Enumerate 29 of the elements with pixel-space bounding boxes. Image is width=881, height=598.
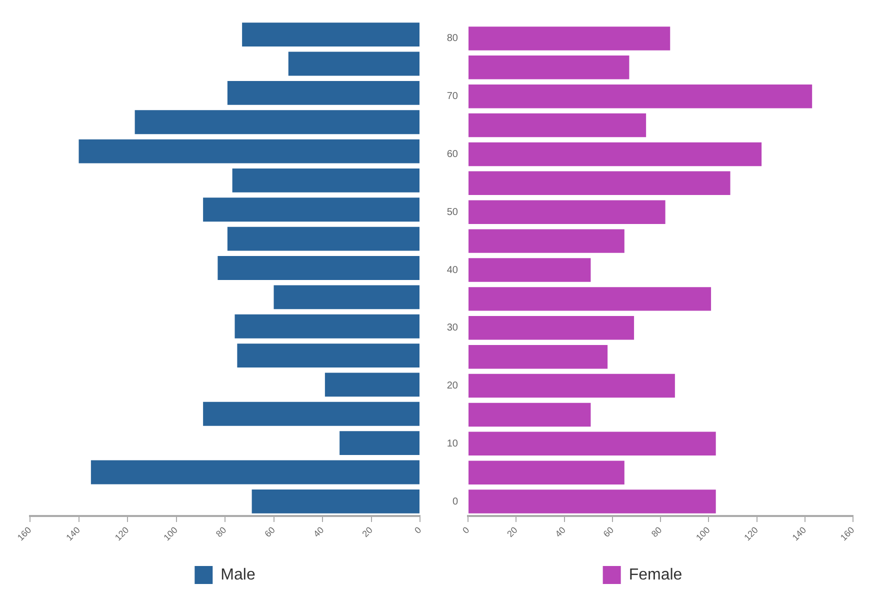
y-tick-label: 80 [446,33,458,44]
y-tick-label: 40 [446,264,458,276]
x-tick-label: 140 [64,524,82,543]
y-tick-label: 20 [446,380,458,392]
y-tick-label: 50 [446,206,458,218]
y-tick-label: 10 [446,438,458,450]
x-tick-label: 140 [790,524,808,543]
x-tick-label: 0 [460,524,472,536]
x-tick-label: 60 [262,524,277,540]
legend-label: Male [220,566,256,584]
x-tick-label: 60 [601,524,616,540]
x-tick-label: 160 [838,524,856,543]
y-tick-label: 60 [446,148,458,160]
y-tick-label: 70 [446,91,458,102]
x-tick-label: 40 [312,524,326,540]
x-tick-label: 0 [412,524,424,536]
x-tick-label: 100 [162,524,180,543]
x-tick-label: 120 [112,524,131,543]
x-tick-label: 120 [742,524,760,543]
x-tick-label: 40 [553,524,568,540]
y-tick-label: 30 [446,322,458,334]
x-tick-label: 20 [505,524,520,540]
x-tick-label: 80 [650,524,664,540]
x-tick-label: 20 [360,524,374,540]
x-tick-label: 80 [214,524,228,540]
x-tick-label: 100 [694,524,712,543]
x-tick-label: 160 [15,524,34,543]
legend-label: Female [628,566,682,584]
y-tick-label: 0 [452,496,458,508]
